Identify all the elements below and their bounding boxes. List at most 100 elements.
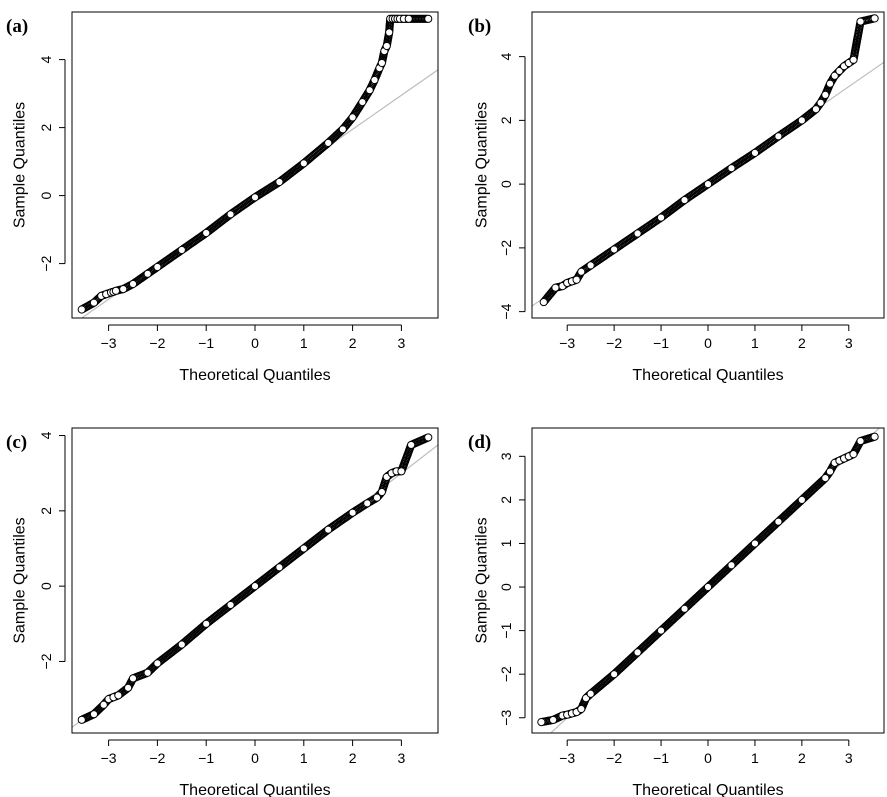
data-point (111, 286, 121, 295)
y-tick-label: 2 (38, 123, 54, 131)
y-tick-label: 0 (38, 191, 54, 199)
data-point (537, 718, 546, 727)
data-point (363, 499, 372, 508)
data-point (586, 261, 595, 270)
x-tick-label: −3 (559, 335, 575, 351)
data-point (835, 66, 844, 76)
data-point (128, 279, 138, 289)
data-point (299, 544, 308, 553)
point-band (79, 14, 431, 313)
y-tick-label: 4 (38, 431, 54, 439)
data-point (633, 648, 642, 657)
y-tick-label: 1 (498, 539, 514, 547)
y-tick-label: 4 (38, 55, 54, 63)
y-tick-label: 3 (498, 452, 514, 460)
y-axis-title: Sample Quantiles (474, 102, 491, 228)
data-point (849, 55, 858, 64)
x-tick-label: 0 (704, 335, 712, 351)
data-point (99, 700, 108, 709)
y-tick-label: 2 (38, 507, 54, 515)
data-point (365, 86, 374, 95)
qq-panel-c: −3 −2 −1 0 1 2 3 −2 0 2 4 Theoretical Quantiles Samp… (6, 427, 439, 797)
data-point (577, 704, 586, 714)
x-tick-label: 2 (349, 335, 357, 351)
data-point (811, 105, 821, 114)
x-axis-title: Theoretical Quantiles (632, 367, 783, 384)
data-point (577, 267, 586, 276)
x-tick-label: −1 (198, 335, 214, 351)
data-point (338, 125, 347, 134)
y-tick-label: 0 (38, 582, 54, 590)
data-point (143, 269, 152, 278)
data-point (153, 659, 162, 668)
data-point (774, 517, 783, 526)
x-tick-label: 1 (300, 335, 308, 351)
data-point (856, 436, 865, 446)
y-tick-label: 0 (498, 180, 514, 188)
x-tick-label: 3 (845, 750, 853, 766)
data-point (404, 14, 413, 23)
x-tick-label: 1 (300, 750, 308, 766)
data-point (128, 674, 138, 683)
x-tick-label: 1 (751, 750, 759, 766)
data-point (551, 283, 560, 292)
panel-label: (b) (468, 16, 491, 37)
data-point (797, 495, 806, 504)
data-point (177, 640, 186, 649)
data-point (299, 159, 308, 168)
x-tick-label: 2 (798, 750, 806, 766)
data-point (382, 41, 391, 51)
y-axis-title: Sample Quantiles (12, 102, 29, 228)
x-tick-label: −1 (198, 750, 214, 766)
data-point (143, 668, 152, 677)
x-tick-label: 2 (798, 335, 806, 351)
x-axis-title: Theoretical Quantiles (179, 782, 330, 797)
data-point (656, 626, 666, 635)
data-point (348, 508, 357, 517)
data-point (870, 432, 879, 441)
data-point (358, 98, 367, 107)
qq-panel-b: −3 −2 −1 0 1 2 3 −4 −2 0 2 4 Theoretical Quantiles Sa… (468, 11, 885, 384)
data-point (348, 113, 357, 122)
data-point (825, 467, 835, 476)
qq-panel-d: −3 −2 −1 0 1 2 3 −3 −2 −1 0 1 2 3 Theoretical Quantile… (468, 427, 885, 797)
data-point (633, 229, 642, 238)
data-point (77, 715, 86, 724)
x-axis-title: Theoretical Quantiles (632, 782, 783, 797)
data-point (324, 525, 333, 534)
data-point (549, 715, 558, 725)
data-point (727, 561, 736, 570)
data-point (586, 689, 595, 698)
x-tick-label: −3 (101, 750, 117, 766)
y-tick-label: 2 (498, 116, 514, 124)
data-point (610, 245, 619, 254)
data-point (89, 298, 99, 307)
y-tick-label: −2 (498, 240, 514, 256)
x-tick-label: 3 (398, 335, 406, 351)
data-point (849, 450, 858, 459)
x-tick-label: −2 (149, 335, 165, 351)
data-point (830, 71, 839, 80)
x-tick-label: −1 (653, 335, 669, 351)
data-point (407, 440, 416, 450)
y-tick-label: −1 (498, 622, 514, 638)
plot-frame (531, 11, 885, 319)
data-point (377, 58, 386, 68)
data-point (750, 539, 760, 548)
y-tick-label: −2 (498, 666, 514, 682)
y-tick-label: −2 (38, 255, 54, 271)
data-point (275, 563, 284, 572)
data-point (226, 210, 235, 219)
data-point (202, 228, 211, 238)
data-point (226, 600, 235, 610)
x-tick-label: −2 (606, 335, 622, 351)
data-point (821, 474, 830, 483)
y-tick-label: −3 (498, 710, 514, 726)
data-point (680, 604, 689, 613)
x-tick-label: −2 (149, 750, 165, 766)
x-tick-label: −3 (101, 335, 117, 351)
data-point (821, 90, 830, 99)
data-point (385, 28, 394, 37)
data-point (250, 193, 260, 202)
